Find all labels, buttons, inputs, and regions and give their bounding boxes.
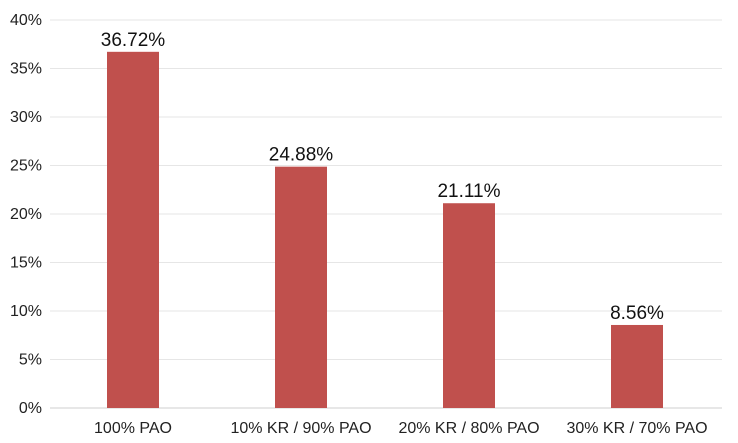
y-tick-label: 35% (10, 61, 42, 78)
bar (107, 51, 159, 408)
bar (275, 166, 327, 408)
x-tick-label: 10% KR / 90% PAO (230, 420, 371, 437)
data-label: 21.11% (437, 181, 500, 202)
x-tick-label: 100% PAO (94, 420, 172, 437)
bar (611, 324, 663, 408)
y-tick-label: 5% (19, 352, 42, 369)
y-tick-label: 25% (10, 158, 42, 175)
y-tick-label: 40% (10, 12, 42, 29)
y-tick-label: 20% (10, 206, 42, 223)
x-tick-label: 20% KR / 80% PAO (398, 420, 539, 437)
y-tick-label: 0% (19, 400, 42, 417)
data-label: 36.72% (101, 30, 166, 51)
y-tick-label: 10% (10, 303, 42, 320)
x-tick-label: 30% KR / 70% PAO (566, 420, 707, 437)
data-label: 24.88% (269, 145, 334, 166)
bar (443, 203, 495, 408)
y-tick-label: 15% (10, 255, 42, 272)
data-label: 8.56% (610, 303, 664, 324)
y-tick-label: 30% (10, 109, 42, 126)
